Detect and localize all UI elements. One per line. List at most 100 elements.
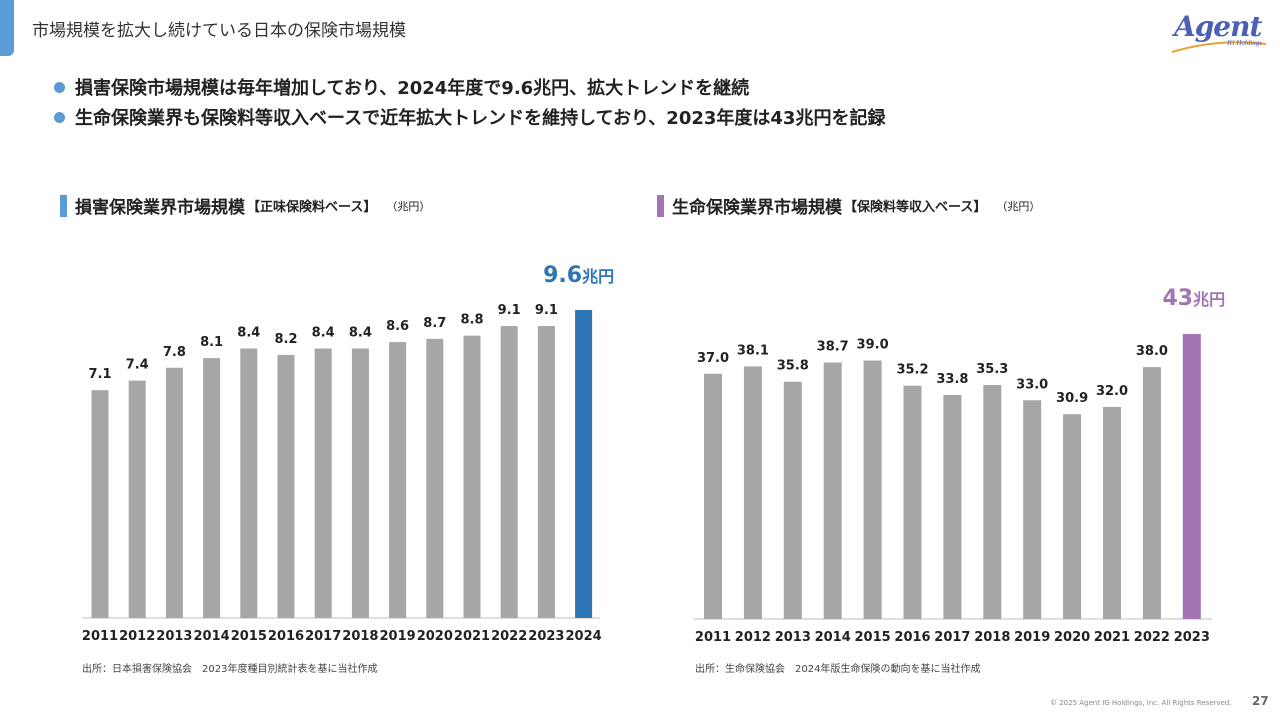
highlight-value: 9.6 bbox=[543, 263, 582, 288]
life-section-header: 生命保険業界市場規模 【保険料等収入ベース】 （兆円） bbox=[657, 193, 1040, 218]
data-bar bbox=[1063, 414, 1082, 619]
bullet-text: 生命保険業界も保険料等収入ベースで近年拡大トレンドを維持しており、2023年度は… bbox=[75, 108, 886, 129]
bullet-dot-icon bbox=[54, 111, 65, 123]
life-bar-chart: 37.0 2011 38.1 2012 35.8 2013 38.7 2014 39.0 2015… bbox=[693, 286, 1225, 645]
highlight-unit: 兆円 bbox=[1193, 290, 1225, 309]
x-tick-label: 2013 bbox=[775, 630, 811, 645]
bullet-item: 生命保険業界も保険料等収入ベースで近年拡大トレンドを維持しており、2023年度は… bbox=[54, 102, 885, 132]
highlight-value-label: 43兆円 bbox=[1162, 286, 1225, 311]
data-label: 8.4 bbox=[349, 326, 372, 341]
data-label: 8.2 bbox=[274, 332, 297, 347]
highlight-value-label: 9.6兆円 bbox=[543, 263, 614, 288]
logo-swoosh bbox=[1171, 41, 1267, 53]
data-bar bbox=[277, 354, 295, 618]
data-bar bbox=[743, 366, 762, 619]
data-label: 35.8 bbox=[777, 359, 809, 374]
data-bar bbox=[500, 326, 518, 618]
data-label: 38.1 bbox=[737, 343, 769, 358]
x-tick-label: 2023 bbox=[1174, 630, 1210, 645]
data-bar bbox=[943, 394, 962, 619]
data-label: 35.3 bbox=[976, 362, 1008, 377]
x-tick-label: 2023 bbox=[528, 629, 564, 644]
x-tick-label: 2018 bbox=[342, 629, 378, 644]
source-note: 出所：日本損害保険協会 2023年度種目別統計表を基に当社作成 bbox=[82, 664, 378, 675]
data-bar bbox=[314, 348, 332, 618]
section-unit: （兆円） bbox=[386, 199, 431, 213]
x-tick-label: 2012 bbox=[735, 630, 771, 645]
x-tick-label: 2018 bbox=[974, 630, 1010, 645]
x-tick-label: 2011 bbox=[695, 630, 731, 645]
nonlife-section-header: 損害保険業界市場規模 【正味保険料ベース】 （兆円） bbox=[60, 193, 430, 218]
data-label: 38.7 bbox=[817, 340, 849, 355]
section-subtitle: 【保険料等収入ベース】 bbox=[844, 200, 987, 215]
slide-title: 市場規模を拡大し続けている日本の保険市場規模 bbox=[32, 21, 406, 41]
data-label: 7.1 bbox=[88, 367, 111, 382]
data-bar bbox=[537, 326, 555, 618]
section-title: 生命保険業界市場規模 bbox=[672, 198, 842, 218]
data-label: 8.7 bbox=[423, 316, 446, 331]
x-tick-label: 2013 bbox=[156, 629, 192, 644]
x-tick-label: 2021 bbox=[454, 629, 490, 644]
bullet-text: 損害保険市場規模は毎年増加しており、2024年度で9.6兆円、拡大トレンドを継続 bbox=[75, 78, 750, 99]
x-tick-label: 2022 bbox=[1134, 630, 1170, 645]
data-label: 8.6 bbox=[386, 319, 409, 334]
data-bar bbox=[704, 373, 722, 619]
x-tick-label: 2019 bbox=[1014, 630, 1050, 645]
data-bar bbox=[1103, 406, 1121, 619]
data-label: 39.0 bbox=[857, 338, 889, 353]
data-bar bbox=[983, 385, 1002, 619]
x-tick-label: 2024 bbox=[566, 629, 602, 644]
data-bar bbox=[903, 385, 922, 619]
x-tick-label: 2015 bbox=[855, 630, 891, 645]
data-label: 9.1 bbox=[498, 303, 521, 318]
bullet-item: 損害保険市場規模は毎年増加しており、2024年度で9.6兆円、拡大トレンドを継続 bbox=[54, 72, 885, 102]
nonlife-bar-chart: 7.1 2011 7.4 2012 7.8 2013 8.1 2014 8.4 2015 8.2 20… bbox=[82, 263, 614, 644]
x-tick-label: 2021 bbox=[1094, 630, 1130, 645]
data-bar bbox=[240, 348, 258, 618]
data-bar bbox=[389, 342, 407, 618]
x-tick-label: 2014 bbox=[815, 630, 851, 645]
data-label: 30.9 bbox=[1056, 391, 1088, 406]
copyright: © 2025 Agent IG Holdings, Inc. All Right… bbox=[1050, 699, 1232, 707]
x-tick-label: 2017 bbox=[934, 630, 970, 645]
x-tick-label: 2022 bbox=[491, 629, 527, 644]
section-subtitle: 【正味保険料ベース】 bbox=[247, 200, 377, 215]
source-note: 出所：生命保険協会 2024年版生命保険の動向を基に当社作成 bbox=[695, 664, 981, 675]
x-tick-label: 2016 bbox=[268, 629, 304, 644]
company-logo: Agent IG Holdings bbox=[1168, 8, 1268, 56]
section-marker bbox=[657, 194, 664, 217]
data-label: 37.0 bbox=[697, 351, 729, 366]
x-tick-label: 2016 bbox=[894, 630, 930, 645]
logo-wordmark: Agent bbox=[1174, 10, 1262, 43]
data-label: 8.1 bbox=[200, 335, 223, 350]
x-tick-label: 2017 bbox=[305, 629, 341, 644]
data-label: 9.1 bbox=[535, 303, 558, 318]
data-label: 33.8 bbox=[936, 372, 968, 387]
x-tick-label: 2020 bbox=[1054, 630, 1090, 645]
data-bar bbox=[863, 360, 882, 619]
data-label: 7.4 bbox=[126, 358, 149, 373]
x-tick-label: 2015 bbox=[231, 629, 267, 644]
data-bar bbox=[426, 338, 444, 618]
data-label: 38.0 bbox=[1136, 344, 1168, 359]
x-tick-label: 2012 bbox=[119, 629, 155, 644]
data-label: 32.0 bbox=[1096, 384, 1128, 399]
logo-subtext: IG Holdings bbox=[1227, 39, 1262, 47]
data-label: 8.4 bbox=[237, 326, 260, 341]
highlight-bar bbox=[575, 310, 593, 618]
data-bar bbox=[351, 348, 369, 618]
section-unit: （兆円） bbox=[996, 199, 1041, 213]
bullet-list: 損害保険市場規模は毎年増加しており、2024年度で9.6兆円、拡大トレンドを継続… bbox=[54, 72, 885, 132]
data-label: 35.2 bbox=[896, 363, 928, 378]
data-bar bbox=[463, 335, 481, 618]
data-label: 33.0 bbox=[1016, 377, 1048, 392]
x-tick-label: 2020 bbox=[417, 629, 453, 644]
x-tick-label: 2014 bbox=[194, 629, 230, 644]
bullet-dot-icon bbox=[54, 81, 65, 93]
title-accent-tab bbox=[0, 0, 14, 56]
data-label: 8.4 bbox=[312, 326, 335, 341]
page-number: 27 bbox=[1252, 694, 1269, 708]
section-marker bbox=[60, 194, 67, 217]
x-tick-label: 2019 bbox=[380, 629, 416, 644]
data-bar bbox=[165, 367, 183, 618]
